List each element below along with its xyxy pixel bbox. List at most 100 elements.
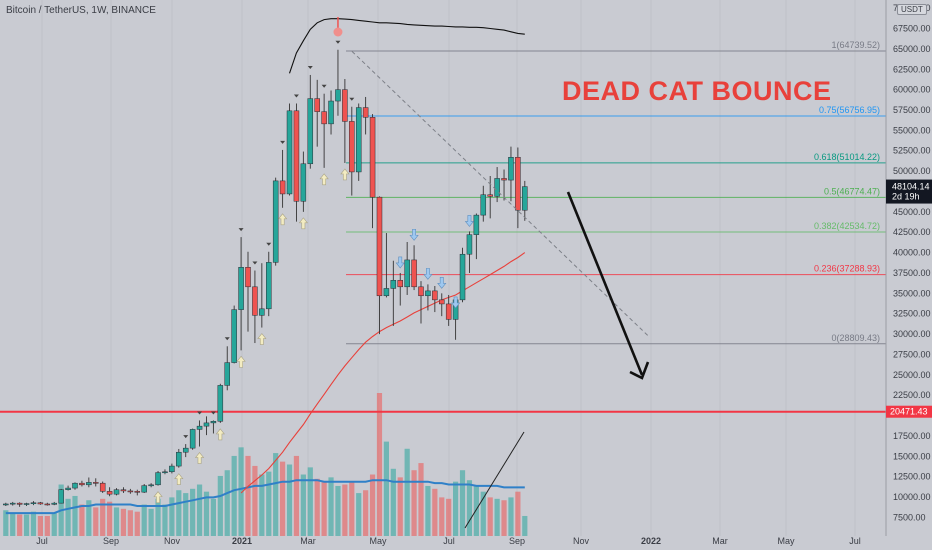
candle (266, 251, 272, 317)
volume-bar (418, 463, 424, 536)
time-tick-label: Mar (300, 536, 316, 546)
symbol-title[interactable]: Bitcoin / TetherUS, 1W, BINANCE (6, 5, 156, 16)
volume-bar (459, 470, 466, 536)
candle (307, 74, 314, 169)
volume-bar (356, 493, 362, 536)
price-tick-label: 40000.00 (893, 248, 931, 258)
dashed-trendline (351, 50, 649, 337)
down-arrow-marker (409, 228, 419, 241)
volume-bar (113, 507, 120, 536)
candle (127, 488, 134, 494)
volume-bar (224, 470, 230, 536)
down-arrow-marker (464, 215, 475, 227)
candle-body (106, 491, 113, 495)
fib-label-0.382: 0.382(42534.72) (814, 221, 880, 231)
candle (432, 286, 438, 313)
candle-body (272, 180, 279, 263)
volume-bar (23, 514, 30, 536)
candle-body (134, 491, 141, 493)
candle-body (23, 503, 30, 505)
candle (300, 151, 307, 212)
volume-bar (280, 461, 286, 536)
volume-bar (79, 504, 85, 536)
candle (162, 469, 168, 475)
sell-marker (335, 40, 341, 44)
volume-bar (231, 455, 237, 536)
volume-bar (293, 455, 300, 536)
volume-bar (196, 484, 203, 536)
price-tick-label: 65000.00 (893, 44, 931, 54)
candle-body (480, 194, 487, 216)
candle-body (459, 253, 466, 301)
price-tick-label: 42500.00 (893, 227, 931, 237)
volume-bar (266, 471, 272, 536)
candle (37, 501, 44, 505)
time-tick-label: Mar (712, 536, 728, 546)
sell-marker (266, 242, 272, 246)
candle-body (65, 487, 71, 490)
candle-body (487, 194, 493, 197)
volume-bar (238, 447, 244, 536)
candle (494, 167, 500, 203)
candle-body (293, 110, 300, 202)
fib-label-0.75: 0.75(56756.95) (819, 105, 880, 115)
price-tick-label: 52500.00 (893, 146, 931, 156)
candle (445, 294, 452, 326)
sell-marker (210, 411, 216, 415)
volume-bar (210, 498, 216, 536)
volume-bar (453, 481, 459, 536)
candle-body (314, 98, 320, 112)
candle-body (466, 234, 473, 255)
candle-body (355, 107, 362, 173)
buy-arrow-marker (153, 491, 163, 503)
candle-body (189, 429, 196, 449)
volume-bar (487, 497, 493, 536)
candle (106, 487, 113, 497)
peak-marker-dot (333, 27, 343, 37)
volume-bar (307, 467, 313, 536)
candle (272, 177, 279, 266)
candle-body (182, 447, 189, 453)
sell-marker (280, 140, 286, 144)
buy-arrow-marker (340, 168, 350, 181)
candle (321, 93, 327, 168)
price-tick-label: 17500.00 (893, 431, 931, 441)
candle (369, 114, 376, 229)
price-tick-label: 60000.00 (893, 85, 931, 95)
candle-body (445, 303, 452, 320)
candle-body (155, 472, 161, 486)
candle-body (148, 484, 154, 487)
countdown-text: 2d 19h (892, 192, 920, 202)
volume-bar (480, 491, 486, 536)
volume-bar (466, 480, 473, 536)
candle (314, 79, 320, 147)
dead-cat-bounce-annotation: DEAD CAT BOUNCE (562, 76, 832, 106)
candle (9, 501, 16, 506)
buy-arrow-marker (236, 355, 246, 368)
price-tick-label: 27500.00 (893, 349, 931, 359)
price-tick-label: 7500.00 (893, 512, 926, 522)
candle-body (44, 503, 51, 506)
candle-body (515, 157, 521, 211)
candle (466, 231, 473, 273)
candle-body (300, 163, 307, 202)
candle (210, 420, 217, 434)
volume-bar (390, 468, 396, 536)
candle-body (259, 308, 265, 316)
price-tick-label: 35000.00 (893, 288, 931, 298)
price-tick-label: 15000.00 (893, 451, 931, 461)
fib-label-0.5: 0.5(46774.47) (824, 186, 880, 196)
time-tick-label: Nov (164, 536, 181, 546)
candle (72, 482, 78, 490)
candle-body (16, 502, 23, 505)
volume-bar (494, 498, 500, 536)
price-axis[interactable]: 7500.00 10000.00 12500.00 15000.00 17500.00 2… (36, 0, 932, 550)
price-tick-label: 32500.00 (893, 309, 931, 319)
currency-badge[interactable]: USDT (897, 4, 927, 15)
candle-body (196, 425, 203, 430)
candle (252, 270, 258, 344)
candle (342, 79, 348, 163)
volume-bar (3, 510, 9, 536)
time-tick-label: Jul (849, 536, 861, 546)
